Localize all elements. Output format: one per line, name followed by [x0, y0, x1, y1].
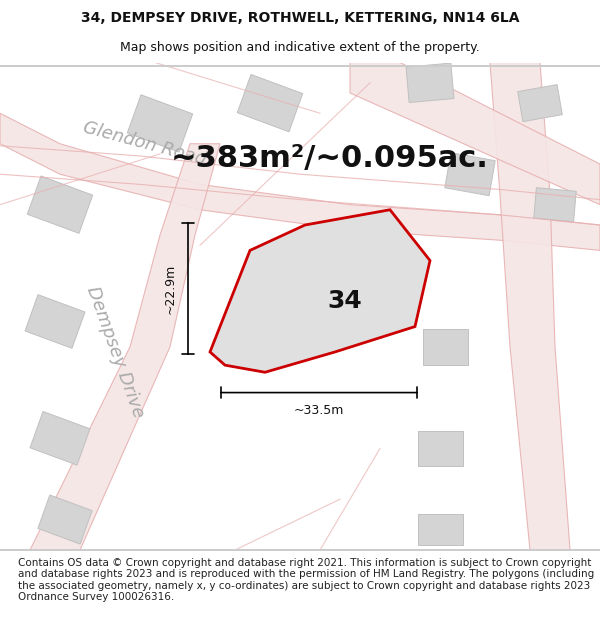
Polygon shape — [0, 113, 600, 251]
Text: Dempsey Drive: Dempsey Drive — [83, 284, 147, 420]
Polygon shape — [445, 152, 495, 196]
Polygon shape — [518, 84, 562, 122]
Polygon shape — [28, 176, 92, 233]
Text: ~33.5m: ~33.5m — [294, 404, 344, 418]
Text: ~22.9m: ~22.9m — [163, 263, 176, 314]
Polygon shape — [287, 254, 383, 328]
Text: ~383m²/~0.095ac.: ~383m²/~0.095ac. — [171, 144, 489, 174]
Polygon shape — [534, 188, 576, 222]
Text: 34: 34 — [328, 289, 362, 313]
Polygon shape — [350, 62, 600, 205]
Polygon shape — [30, 411, 90, 465]
Polygon shape — [490, 62, 570, 550]
Polygon shape — [210, 210, 430, 372]
Polygon shape — [406, 63, 454, 102]
Polygon shape — [38, 495, 92, 544]
Polygon shape — [238, 74, 302, 132]
Polygon shape — [127, 95, 193, 152]
Text: 34, DEMPSEY DRIVE, ROTHWELL, KETTERING, NN14 6LA: 34, DEMPSEY DRIVE, ROTHWELL, KETTERING, … — [81, 11, 519, 26]
Text: Map shows position and indicative extent of the property.: Map shows position and indicative extent… — [120, 41, 480, 54]
Polygon shape — [25, 294, 85, 348]
Polygon shape — [422, 329, 467, 364]
Polygon shape — [418, 514, 463, 545]
Polygon shape — [30, 144, 220, 550]
Polygon shape — [418, 431, 463, 466]
Text: Glendon Road: Glendon Road — [82, 119, 209, 169]
Text: Contains OS data © Crown copyright and database right 2021. This information is : Contains OS data © Crown copyright and d… — [18, 558, 594, 602]
